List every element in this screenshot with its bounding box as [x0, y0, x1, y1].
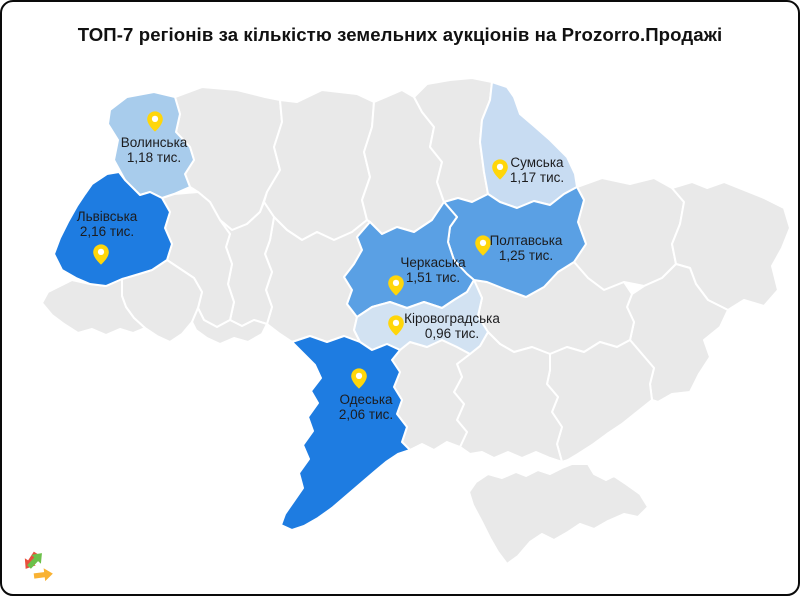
map-pin-icon-lvivska	[93, 244, 109, 265]
region-name: Одеська	[339, 392, 393, 407]
region-name: Львівська	[76, 209, 138, 224]
map-pin-icon-kirovohradska	[388, 315, 404, 336]
map-pin-icon-volynska	[147, 111, 163, 132]
region-value: 1,18 тис.	[126, 150, 182, 165]
region-name: Кіровоградська	[404, 311, 500, 326]
map-pin-icon-cherkaska	[388, 275, 404, 296]
region-name: Черкаська	[400, 255, 466, 270]
region-sumska	[479, 81, 578, 209]
region-lvivska	[53, 171, 173, 287]
map-pin-icon-odeska	[351, 368, 367, 389]
region-label-poltavska: Полтавська 1,25 тис.	[490, 233, 563, 263]
region-name: Сумська	[510, 155, 564, 170]
page-title: ТОП-7 регіонів за кількістю земельних ау…	[77, 24, 723, 45]
region-zakarpatska	[41, 278, 146, 336]
region-odeska	[280, 335, 411, 531]
logo-arrow-green	[27, 553, 42, 569]
region-value: 1,51 тис.	[405, 270, 461, 285]
region-name: Полтавська	[489, 233, 563, 248]
region-label-lvivska: Львівська 2,16 тис.	[77, 209, 138, 239]
region-value: 2,16 тис.	[79, 224, 135, 239]
prozorro-sale-logo-icon	[24, 551, 53, 582]
region-label-odeska: Одеська 2,06 тис.	[339, 392, 393, 422]
region-value: 0,96 тис.	[424, 326, 480, 341]
region-value: 1,17 тис.	[509, 170, 565, 185]
region-value: 2,06 тис.	[338, 407, 394, 422]
region-label-cherkaska: Черкаська 1,51 тис.	[400, 255, 465, 285]
map-pin-icon-sumska	[492, 159, 508, 180]
region-chernivetska	[191, 307, 268, 345]
region-value: 1,25 тис.	[498, 248, 554, 263]
region-label-kirovohradska: Кіровоградська 0,96 тис.	[404, 311, 500, 341]
region-label-volynska: Волинська 1,18 тис.	[121, 135, 188, 165]
region-name: Волинська	[120, 135, 188, 150]
logo-arrow-yellow	[33, 568, 53, 582]
region-zaporizka	[546, 339, 655, 463]
map-pin-icon-poltavska	[475, 235, 491, 256]
region-zhytomyrska	[263, 89, 375, 241]
region-label-sumska: Сумська 1,17 тис.	[510, 155, 564, 185]
region-volynska	[107, 91, 195, 199]
region-luhanska	[671, 181, 791, 311]
region-crimea	[468, 463, 649, 565]
